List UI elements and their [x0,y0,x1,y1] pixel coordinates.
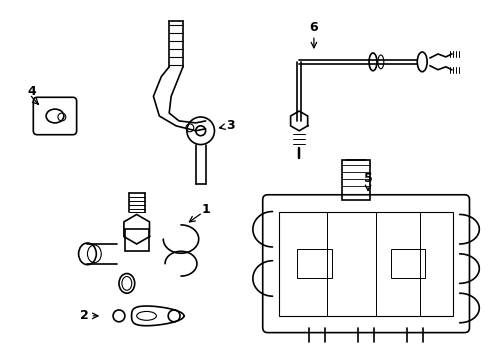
Bar [390,249,424,278]
Bar [342,160,369,200]
Text: 5: 5 [363,171,372,185]
Text: 3: 3 [225,120,234,132]
Text: 1: 1 [201,203,209,216]
Text: 2: 2 [80,309,89,322]
Bar [279,212,452,316]
Bar [297,249,331,278]
Text: 4: 4 [27,85,36,98]
Bar [124,229,148,251]
Text: 6: 6 [309,21,318,34]
